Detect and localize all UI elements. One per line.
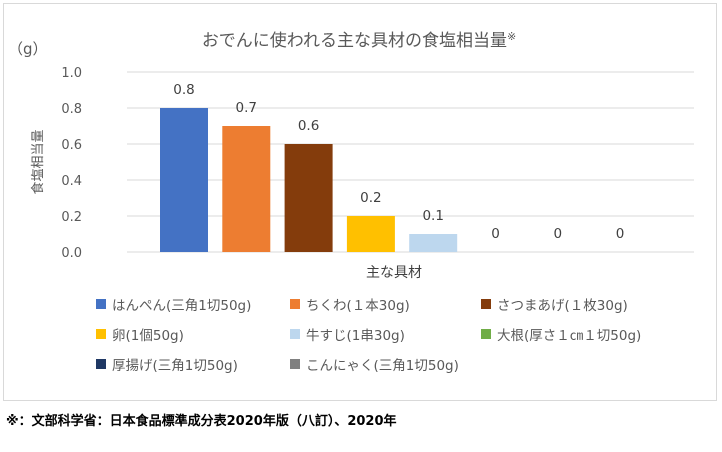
y-tick-label: 0.2 [61,210,82,225]
bar-3 [284,144,333,252]
legend-swatch [96,329,106,339]
legend-item: 牛すじ(1串30g) [290,324,405,344]
legend-label: はんぺん(三角1切50g) [112,298,252,314]
legend-item: ちくわ(１本30g) [290,294,410,314]
legend-swatch [96,359,106,369]
y-unit-label: （g） [8,40,48,58]
chart-frame: おでんに使われる主な具材の食塩相当量※ （g） 食塩相当量 0.0 0.2 0.4 0… [3,3,717,401]
bar-4 [346,216,395,252]
legend-swatch [96,299,106,309]
data-label: 0.7 [236,100,257,116]
legend-item: こんにゃく(三角1切50g) [290,354,459,374]
y-axis-title: 食塩相当量 [30,129,46,194]
legend-item: はんぺん(三角1切50g) [96,294,251,314]
title-footnote-mark: ※ [507,30,516,43]
source-footnote: ※：文部科学省：日本食品標準成分表2020年版（八訂）、2020年 [6,414,397,429]
legend-label: ちくわ(１本30g) [306,298,410,314]
legend-label: 大根(厚さ１㎝１切50g) [497,328,642,344]
data-label: 0.8 [173,82,194,98]
legend-label: さつまあげ(１枚30g) [497,298,628,314]
data-label: 0.1 [422,208,443,224]
y-tick-label: 0.0 [61,246,82,261]
y-tick-label: 0.8 [61,102,82,117]
data-label: 0.6 [298,118,319,134]
legend-swatch [481,329,491,339]
legend-item: 厚揚げ(三角1切50g) [96,354,238,374]
legend-item: 大根(厚さ１㎝１切50g) [481,324,641,344]
legend-item: 卵(1個50g) [96,324,184,344]
bar-5 [409,234,458,252]
chart-title: おでんに使われる主な具材の食塩相当量※ [202,30,516,51]
legend-swatch [290,299,300,309]
legend-label: 厚揚げ(三角1切50g) [112,358,238,374]
legend-item: さつまあげ(１枚30g) [481,294,628,314]
y-tick-label: 0.4 [61,174,82,189]
legend-label: こんにゃく(三角1切50g) [306,358,459,374]
chart-plot: おでんに使われる主な具材の食塩相当量※ （g） 食塩相当量 0.0 0.2 0.4 0… [8,30,694,281]
y-tick-label: 0.6 [61,138,82,153]
data-label: 0 [616,226,625,242]
data-label: 0.2 [360,190,381,206]
legend-swatch [290,329,300,339]
data-label: 0 [554,226,563,242]
y-tick-label: 1.0 [61,66,82,81]
bar-2 [222,126,271,252]
x-axis-title: 主な具材 [366,265,422,281]
legend-label: 卵(1個50g) [112,328,184,344]
legend-swatch [290,359,300,369]
legend-label: 牛すじ(1串30g) [306,328,405,344]
data-label: 0 [491,226,500,242]
bar-1 [160,108,208,252]
legend-swatch [481,299,491,309]
